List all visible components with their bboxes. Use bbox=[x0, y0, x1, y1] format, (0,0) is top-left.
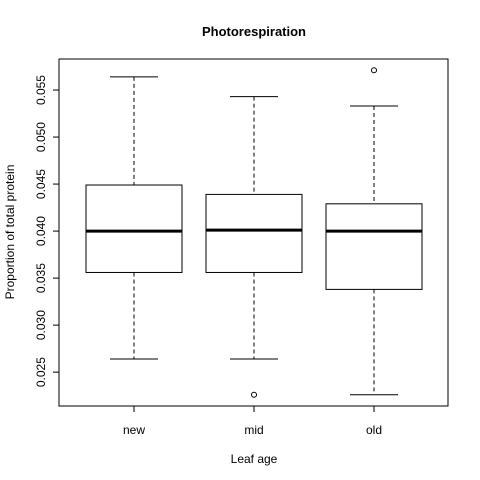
y-tick-label: 0.030 bbox=[34, 310, 48, 340]
x-axis: new mid old bbox=[123, 405, 382, 437]
box-mid bbox=[205, 96, 303, 398]
box-old bbox=[325, 67, 423, 396]
chart-title: Photorespiration bbox=[202, 24, 306, 39]
outlier-point bbox=[251, 391, 257, 398]
x-tick-label: new bbox=[123, 423, 145, 437]
x-tick-label: old bbox=[366, 423, 382, 437]
iqr-box bbox=[205, 193, 303, 273]
box-new bbox=[85, 76, 183, 360]
outlier-point bbox=[371, 67, 377, 74]
iqr-box bbox=[325, 203, 423, 290]
y-axis-label: Proportion of total protein bbox=[3, 165, 17, 300]
y-tick-label: 0.055 bbox=[34, 75, 48, 105]
x-axis-label: Leaf age bbox=[231, 452, 278, 466]
y-tick-label: 0.025 bbox=[34, 357, 48, 387]
boxes-layer bbox=[85, 67, 423, 398]
y-tick-label: 0.035 bbox=[34, 263, 48, 293]
y-tick-label: 0.045 bbox=[34, 169, 48, 199]
y-axis: 0.025 0.030 0.035 0.040 0.045 0.050 0.055 bbox=[34, 75, 60, 387]
iqr-box bbox=[85, 184, 183, 273]
y-tick-label: 0.040 bbox=[34, 216, 48, 246]
y-tick-label: 0.050 bbox=[34, 122, 48, 152]
x-tick-label: mid bbox=[244, 423, 263, 437]
